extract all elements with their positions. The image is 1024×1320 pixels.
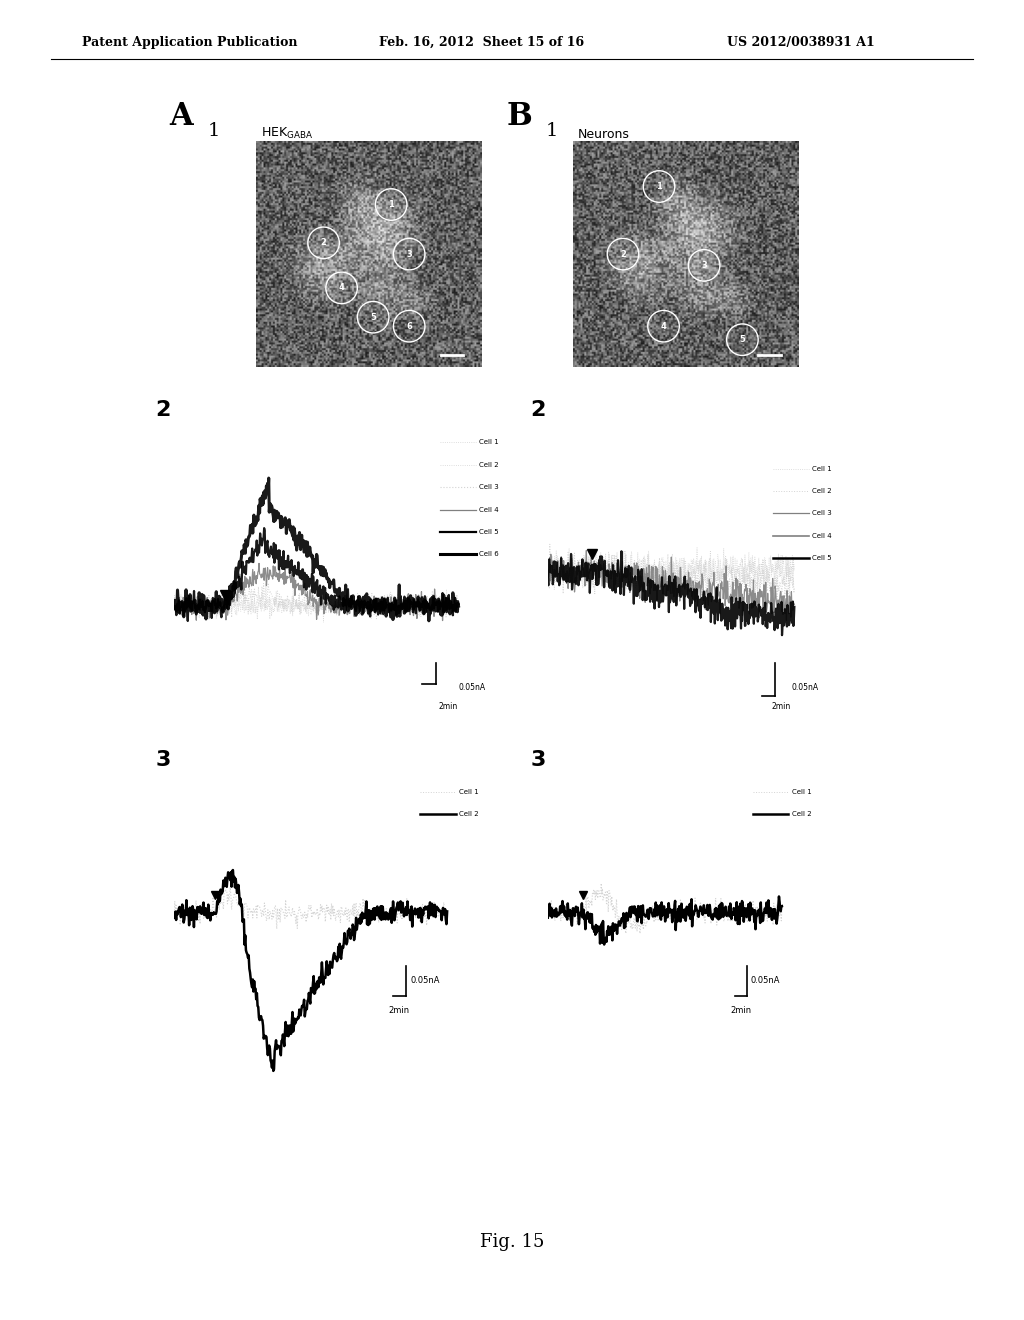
Text: Cell 2: Cell 2 bbox=[792, 812, 811, 817]
Text: 2: 2 bbox=[321, 239, 327, 247]
Text: 2: 2 bbox=[530, 400, 546, 420]
Text: A: A bbox=[169, 102, 193, 132]
Text: Cell 5: Cell 5 bbox=[812, 556, 831, 561]
Text: 4: 4 bbox=[660, 322, 667, 331]
Text: 0.05nA: 0.05nA bbox=[751, 977, 780, 985]
Text: HEK$_{\mathregular{GABA}}$: HEK$_{\mathregular{GABA}}$ bbox=[260, 127, 312, 141]
Text: Cell 2: Cell 2 bbox=[459, 812, 478, 817]
Text: Cell 1: Cell 1 bbox=[479, 440, 499, 445]
Text: Cell 4: Cell 4 bbox=[479, 507, 499, 512]
Text: Cell 1: Cell 1 bbox=[459, 789, 478, 795]
Text: Cell 2: Cell 2 bbox=[812, 488, 831, 494]
Text: US 2012/0038931 A1: US 2012/0038931 A1 bbox=[727, 36, 874, 49]
Text: 2: 2 bbox=[621, 249, 626, 259]
Text: Neurons: Neurons bbox=[578, 128, 630, 141]
Text: Feb. 16, 2012  Sheet 15 of 16: Feb. 16, 2012 Sheet 15 of 16 bbox=[379, 36, 584, 49]
Text: 2min: 2min bbox=[389, 1006, 410, 1015]
Text: Cell 4: Cell 4 bbox=[812, 533, 831, 539]
Text: Cell 6: Cell 6 bbox=[479, 552, 499, 557]
Text: Fig. 15: Fig. 15 bbox=[480, 1233, 544, 1251]
Text: 2min: 2min bbox=[730, 1006, 752, 1015]
Text: Cell 1: Cell 1 bbox=[812, 466, 831, 471]
Text: 1: 1 bbox=[656, 182, 662, 191]
Text: Cell 3: Cell 3 bbox=[479, 484, 499, 490]
Text: 0.05nA: 0.05nA bbox=[792, 684, 818, 693]
Text: B: B bbox=[507, 102, 532, 132]
Text: Patent Application Publication: Patent Application Publication bbox=[82, 36, 297, 49]
Text: 5: 5 bbox=[371, 313, 376, 322]
Text: 3: 3 bbox=[407, 249, 412, 259]
Text: Cell 2: Cell 2 bbox=[479, 462, 499, 467]
Text: 0.05nA: 0.05nA bbox=[459, 684, 485, 693]
Text: 2: 2 bbox=[156, 400, 171, 420]
Text: 5: 5 bbox=[739, 335, 745, 345]
Text: 4: 4 bbox=[339, 284, 344, 293]
Text: Cell 1: Cell 1 bbox=[792, 789, 811, 795]
Text: Cell 3: Cell 3 bbox=[812, 511, 831, 516]
Text: 0.05nA: 0.05nA bbox=[411, 977, 439, 985]
Text: 3: 3 bbox=[530, 750, 546, 770]
Text: 3: 3 bbox=[701, 261, 707, 269]
Text: 2min: 2min bbox=[771, 702, 791, 711]
Text: 2min: 2min bbox=[438, 702, 458, 711]
Text: 6: 6 bbox=[407, 322, 412, 331]
Text: 3: 3 bbox=[156, 750, 171, 770]
Text: 1: 1 bbox=[388, 201, 394, 209]
Text: 1: 1 bbox=[208, 121, 220, 140]
Text: Cell 5: Cell 5 bbox=[479, 529, 499, 535]
Text: 1: 1 bbox=[546, 121, 558, 140]
